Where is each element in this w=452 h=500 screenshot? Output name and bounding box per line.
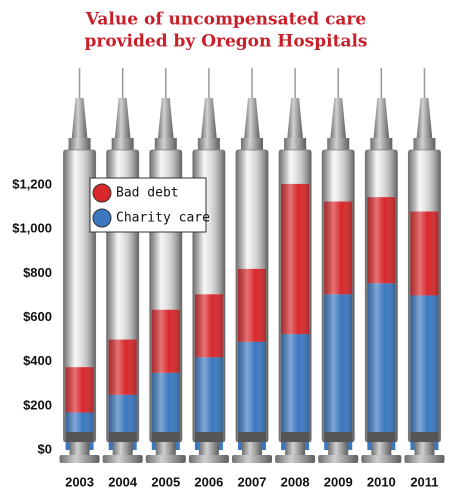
legend-label: Charity care xyxy=(116,211,210,226)
x-tick-label: 2011 xyxy=(410,474,438,489)
plunger-base xyxy=(232,455,272,463)
y-tick-label: $800 xyxy=(23,265,52,280)
y-tick-label: $600 xyxy=(23,309,52,324)
plunger-base xyxy=(188,455,229,463)
plunger-rod xyxy=(112,442,133,456)
plunger-base xyxy=(59,455,100,463)
needle-hub xyxy=(244,98,260,140)
needle-hub xyxy=(416,98,433,140)
shine xyxy=(279,150,312,442)
hub-base xyxy=(241,138,263,150)
plunger-rod xyxy=(69,442,90,456)
stopper xyxy=(281,432,310,442)
hub-base xyxy=(370,138,393,150)
hub-base xyxy=(284,138,307,150)
x-tick-label: 2010 xyxy=(367,474,396,489)
needle-hub xyxy=(330,98,347,140)
needle-hub xyxy=(373,98,390,140)
plunger-base xyxy=(318,455,359,463)
legend: Bad debt Charity care xyxy=(89,177,210,233)
y-tick-label: $200 xyxy=(23,397,52,412)
x-tick-label: 2009 xyxy=(324,474,353,489)
x-tick-label: 2005 xyxy=(151,474,180,489)
stopper xyxy=(367,432,396,442)
y-tick-label: $0 xyxy=(38,441,52,456)
x-tick-label: 2004 xyxy=(108,474,138,489)
plunger-base xyxy=(275,455,316,463)
stopper xyxy=(65,432,94,442)
stopper xyxy=(194,432,223,442)
plunger-rod xyxy=(155,442,176,456)
chart-title: Value of uncompensated care xyxy=(85,10,367,30)
y-tick-label: $1,200 xyxy=(12,176,52,191)
x-tick-label: 2007 xyxy=(238,474,267,489)
plunger-rod xyxy=(285,442,306,456)
plunger-rod xyxy=(371,442,392,456)
plot-area: 2003 2004 2005 2006 2007 2008 2009 2010 2011 xyxy=(59,68,445,489)
hub-base xyxy=(197,138,220,150)
legend-swatch xyxy=(92,183,112,203)
shine xyxy=(322,150,355,442)
shine xyxy=(365,150,398,442)
stopper xyxy=(324,432,353,442)
y-tick-label: $1,000 xyxy=(12,221,52,236)
needle-hub xyxy=(287,98,304,140)
plunger-base xyxy=(361,455,402,463)
needle-hub xyxy=(200,98,217,140)
stopper xyxy=(238,432,266,442)
stopper xyxy=(410,432,439,442)
x-tick-label: 2003 xyxy=(65,474,94,489)
x-tick-label: 2008 xyxy=(281,474,310,489)
plunger-base xyxy=(145,455,186,463)
shine xyxy=(408,150,441,442)
stopper xyxy=(151,432,180,442)
needle-hub xyxy=(114,98,131,140)
hub-base xyxy=(327,138,350,150)
hub-base xyxy=(68,138,91,150)
hub-base xyxy=(154,138,177,150)
needle-hub xyxy=(71,98,88,140)
plunger-rod xyxy=(414,442,435,456)
shine xyxy=(236,150,268,442)
stopper xyxy=(108,432,137,442)
needle-hub xyxy=(157,98,174,140)
plunger-base xyxy=(102,455,143,463)
plunger-rod xyxy=(242,442,262,456)
legend-label: Bad debt xyxy=(116,186,179,201)
chart-title: provided by Oregon Hospitals xyxy=(84,32,367,52)
plunger-rod xyxy=(328,442,349,456)
x-tick-label: 2006 xyxy=(194,474,223,489)
hub-base xyxy=(413,138,436,150)
y-tick-label: $400 xyxy=(23,353,52,368)
plunger-base xyxy=(404,455,445,463)
legend-swatch xyxy=(92,208,112,228)
plunger-rod xyxy=(198,442,219,456)
hub-base xyxy=(111,138,134,150)
